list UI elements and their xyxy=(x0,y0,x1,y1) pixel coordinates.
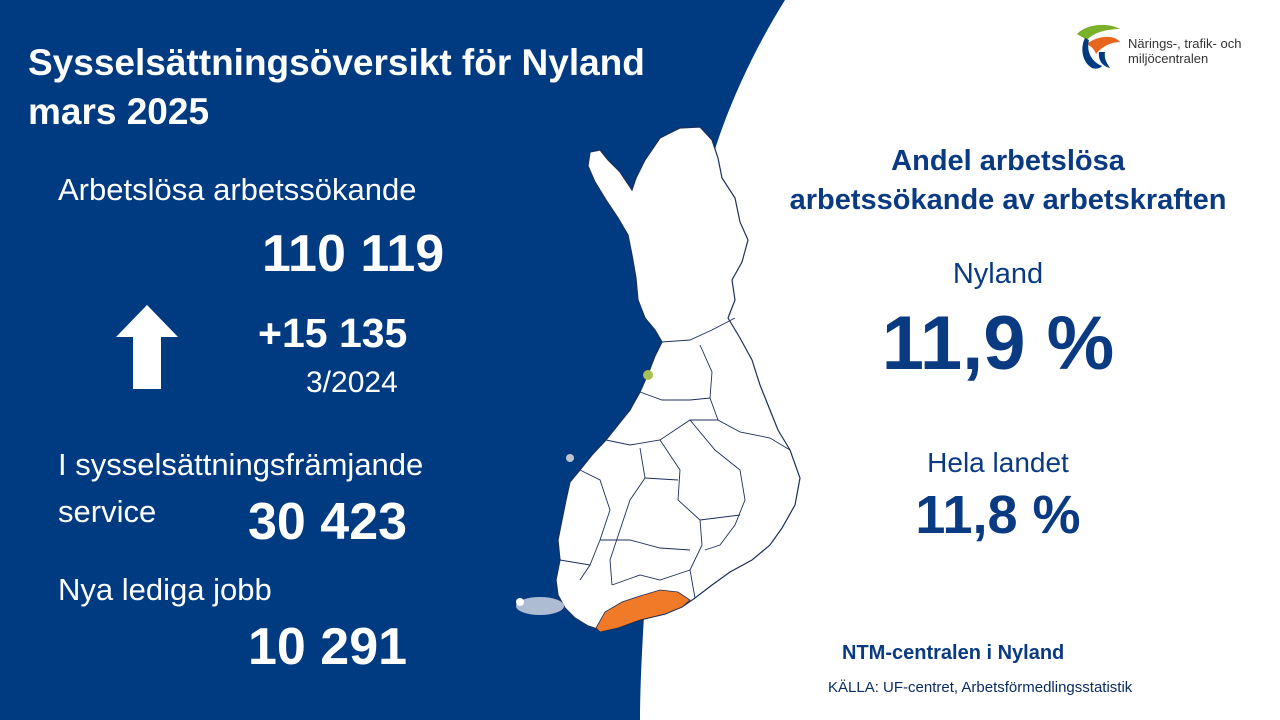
services-value: 30 423 xyxy=(248,493,408,551)
services-label-line-2: service xyxy=(58,494,157,529)
change-period: 3/2024 xyxy=(306,366,398,399)
org-name: NTM-centralen i Nyland xyxy=(842,642,1065,664)
change-value: +15 135 xyxy=(258,310,408,356)
services-label: I sysselsättningsfrämjande service xyxy=(58,441,423,535)
region-label: Nyland xyxy=(952,258,1044,290)
archipelago-dot xyxy=(516,598,524,606)
region-borders xyxy=(559,317,791,599)
title-line-1: Sysselsättningsöversikt för Nyland xyxy=(28,42,645,83)
unemployed-label: Arbetslösa arbetssökande xyxy=(58,172,417,207)
nyland-region-highlight xyxy=(595,589,691,633)
ntm-leaf-logo-icon xyxy=(1077,24,1120,69)
share-heading: Andel arbetslösa arbetssökande av arbets… xyxy=(720,142,1280,220)
unemployed-value: 110 119 xyxy=(262,225,445,283)
services-label-line-1: I sysselsättningsfrämjande xyxy=(58,447,424,482)
oulu-area-dot xyxy=(643,370,653,380)
arrow-up-icon xyxy=(116,305,178,389)
share-heading-line-2: arbetssökande av arbetskraften xyxy=(789,184,1227,216)
title-line-2: mars 2025 xyxy=(28,91,210,132)
logo-text-line-1: Närings-, trafik- och xyxy=(1128,36,1242,51)
logo-text: Närings-, trafik- och miljöcentralen xyxy=(1128,36,1241,66)
source-note: KÄLLA: UF-centret, Arbetsförmedlingsstat… xyxy=(828,679,1133,696)
country-label: Hela landet xyxy=(927,447,1069,478)
kvarken-island-dot xyxy=(566,454,574,462)
country-value: 11,8 % xyxy=(915,485,1081,545)
page-title: Sysselsättningsöversikt för Nyland mars … xyxy=(28,38,768,136)
vacancies-value: 10 291 xyxy=(248,618,408,676)
share-heading-line-1: Andel arbetslösa xyxy=(891,145,1125,177)
vacancies-label: Nya lediga jobb xyxy=(58,572,272,607)
logo-text-line-2: miljöcentralen xyxy=(1128,51,1209,66)
aland-islands xyxy=(516,597,564,615)
region-value: 11,9 % xyxy=(881,301,1115,386)
